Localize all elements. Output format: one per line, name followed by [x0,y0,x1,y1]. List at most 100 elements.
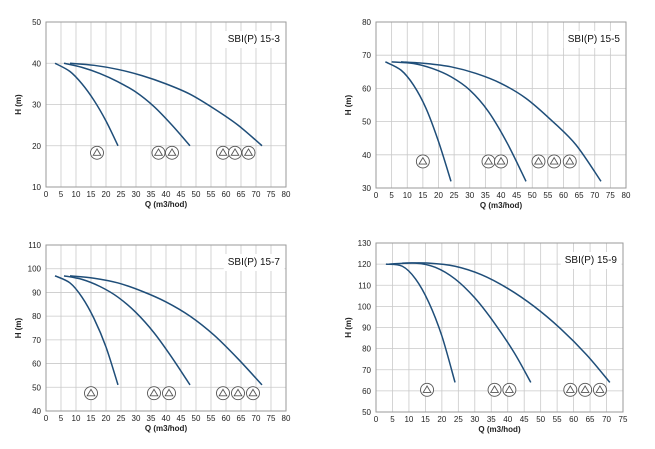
efficiency-marker-icon [216,145,230,160]
x-tick-label: 25 [454,415,463,424]
pump-curve-3 [69,62,263,147]
plot-frame [375,21,627,189]
chart-1: 0 5 10 15 20 25 30 35 40 45 50 55 60 65 70 75 80 10 20 30 40… [14,18,291,209]
efficiency-marker-icon [165,145,179,160]
y-tick-label: 90 [32,288,41,297]
x-tick-label: 30 [132,414,141,423]
efficiency-marker-icon [578,382,593,397]
x-tick-label: 5 [390,415,395,424]
efficiency-marker-icon [531,154,546,169]
efficiency-marker-icon [241,145,256,160]
x-tick-label: 15 [87,414,96,423]
efficiency-marker-icon [562,154,577,169]
x-tick-label: 30 [132,190,141,199]
x-tick-label: 50 [528,191,537,200]
chart-title-backdrop [563,31,625,48]
x-tick-label: 5 [59,414,64,423]
x-tick-label: 55 [207,190,216,199]
x-tick-label: 20 [102,414,111,423]
pump-curve-3 [402,262,611,383]
efficiency-marker-icon [502,382,517,397]
y-tick-label: 20 [32,142,41,151]
x-tick-label: 35 [147,190,156,199]
efficiency-marker-icon [420,382,434,397]
pump-curve-2 [63,275,191,386]
x-tick-label: 5 [59,190,64,199]
x-tick-label: 80 [282,190,291,199]
x-tick-label: 70 [252,190,261,199]
y-tick-label: 70 [362,51,371,60]
x-tick-label: 75 [606,191,615,200]
y-tick-label: 50 [32,18,41,27]
efficiency-marker-icon [84,386,98,401]
y-tick-label: 40 [32,407,41,416]
x-tick-label: 65 [586,415,595,424]
x-tick-label: 60 [569,415,578,424]
x-tick-label: 15 [421,415,430,424]
pump-curve-2 [63,62,191,147]
efficiency-marker-icon [246,386,260,401]
x-tick-label: 20 [437,415,446,424]
x-tick-label: 60 [222,190,231,199]
y-tick-label: 30 [32,101,41,110]
x-tick-label: 40 [497,191,506,200]
pump-curve-3 [400,61,602,182]
y-tick-label: 60 [32,360,41,369]
x-tick-label: 35 [487,415,496,424]
y-tick-label: 90 [362,324,371,333]
x-tick-label: 0 [44,190,49,199]
efficiency-marker-icon [481,154,496,169]
x-tick-label: 60 [559,191,568,200]
y-axis-label: H (m) [344,317,353,338]
y-tick-label: 120 [358,260,372,269]
chart-4: 0 5 10 15 20 25 30 35 40 45 50 55 60 65 70 75 50 60 70 80 90… [344,239,628,434]
x-tick-label: 60 [222,414,231,423]
x-tick-label: 45 [520,415,529,424]
x-tick-label: 30 [465,191,474,200]
x-tick-label: 10 [72,414,81,423]
y-tick-label: 130 [358,239,372,248]
x-tick-label: 0 [374,415,379,424]
chart-title-backdrop [560,252,622,269]
y-tick-label: 110 [28,241,41,250]
y-tick-label: 60 [362,84,371,93]
efficiency-marker-icon [216,386,230,401]
x-tick-label: 80 [622,191,631,200]
x-tick-label: 45 [177,190,186,199]
efficiency-marker-icon [231,386,245,401]
efficiency-marker-icon [147,386,161,401]
x-tick-label: 10 [404,415,413,424]
x-tick-label: 40 [162,190,171,199]
y-tick-label: 10 [32,183,41,192]
y-tick-label: 100 [358,302,372,311]
x-tick-label: 65 [237,414,246,423]
x-tick-label: 0 [374,191,379,200]
y-tick-label: 50 [362,408,371,417]
x-tick-label: 5 [389,191,394,200]
x-tick-label: 35 [147,414,156,423]
chart-title: SBI(P) 15-3 [228,34,281,45]
y-axis-label: H (m) [344,94,353,115]
y-tick-label: 80 [362,18,371,27]
x-tick-label: 10 [403,191,412,200]
efficiency-marker-icon [494,154,508,169]
y-tick-label: 50 [32,383,41,392]
x-tick-label: 75 [619,415,628,424]
x-axis-label: Q (m3/hod) [145,200,188,209]
pump-curve-1 [385,61,452,182]
x-tick-label: 70 [252,414,261,423]
efficiency-marker-icon [592,382,607,397]
y-tick-label: 80 [362,345,371,354]
x-tick-label: 40 [162,414,171,423]
pump-curve-1 [54,62,119,147]
x-tick-label: 0 [44,414,49,423]
x-tick-label: 25 [450,191,459,200]
x-tick-label: 80 [282,414,291,423]
y-tick-label: 100 [28,265,42,274]
chart-title-backdrop [223,254,285,271]
x-tick-label: 50 [192,414,201,423]
efficiency-marker-icon [547,154,562,169]
x-tick-label: 25 [117,190,126,199]
y-tick-label: 30 [362,184,371,193]
x-tick-label: 55 [553,415,562,424]
